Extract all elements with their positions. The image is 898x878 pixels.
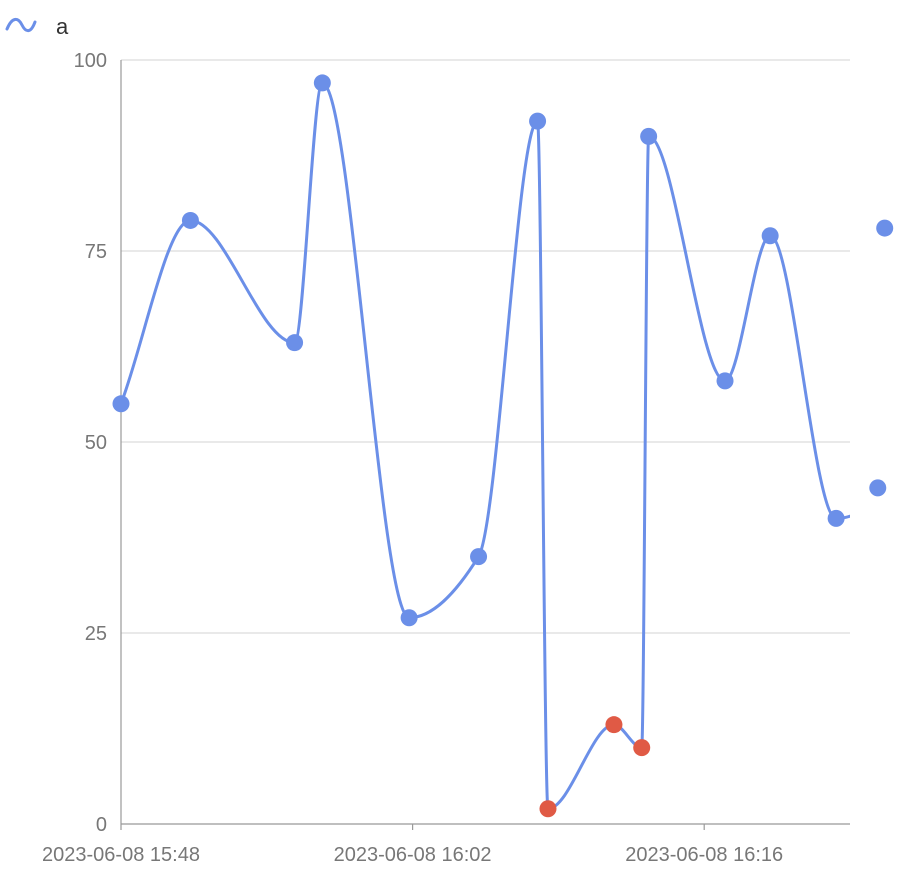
data-point [869, 479, 887, 497]
series-line [121, 81, 850, 811]
y-tick-label: 0 [96, 814, 107, 836]
legend[interactable]: a [5, 14, 69, 39]
data-point-low [605, 716, 623, 734]
x-tick-label: 2023-06-08 16:16 [625, 844, 783, 866]
legend-line-icon [5, 18, 37, 33]
data-point [640, 127, 658, 145]
y-tick-label: 100 [74, 50, 107, 72]
x-tick-labels: 2023-06-08 15:48 2023-06-08 16:02 2023-06-… [42, 844, 783, 866]
x-tick-label: 2023-06-08 16:02 [334, 844, 492, 866]
grid [121, 59, 850, 634]
x-tick-label: 2023-06-08 15:48 [42, 844, 200, 866]
data-point [313, 74, 331, 92]
data-point [400, 609, 418, 627]
axes: 0 25 50 75 100 2023-06-08 15:48 2023-06-08 16:… [42, 50, 850, 866]
data-point-low [633, 739, 651, 757]
legend-label: a [56, 14, 69, 39]
data-point [470, 548, 488, 566]
data-point-low [539, 800, 557, 818]
data-point [112, 395, 130, 413]
data-point [529, 112, 547, 130]
data-points [112, 74, 894, 818]
series-a [121, 81, 850, 811]
data-point [716, 372, 734, 390]
data-point [827, 509, 845, 527]
y-tick-label: 25 [85, 623, 107, 645]
y-tick-label: 75 [85, 241, 107, 263]
data-point [286, 334, 304, 352]
data-point [876, 219, 894, 237]
data-point [761, 227, 779, 245]
data-point [181, 211, 199, 229]
y-tick-label: 50 [85, 432, 107, 454]
